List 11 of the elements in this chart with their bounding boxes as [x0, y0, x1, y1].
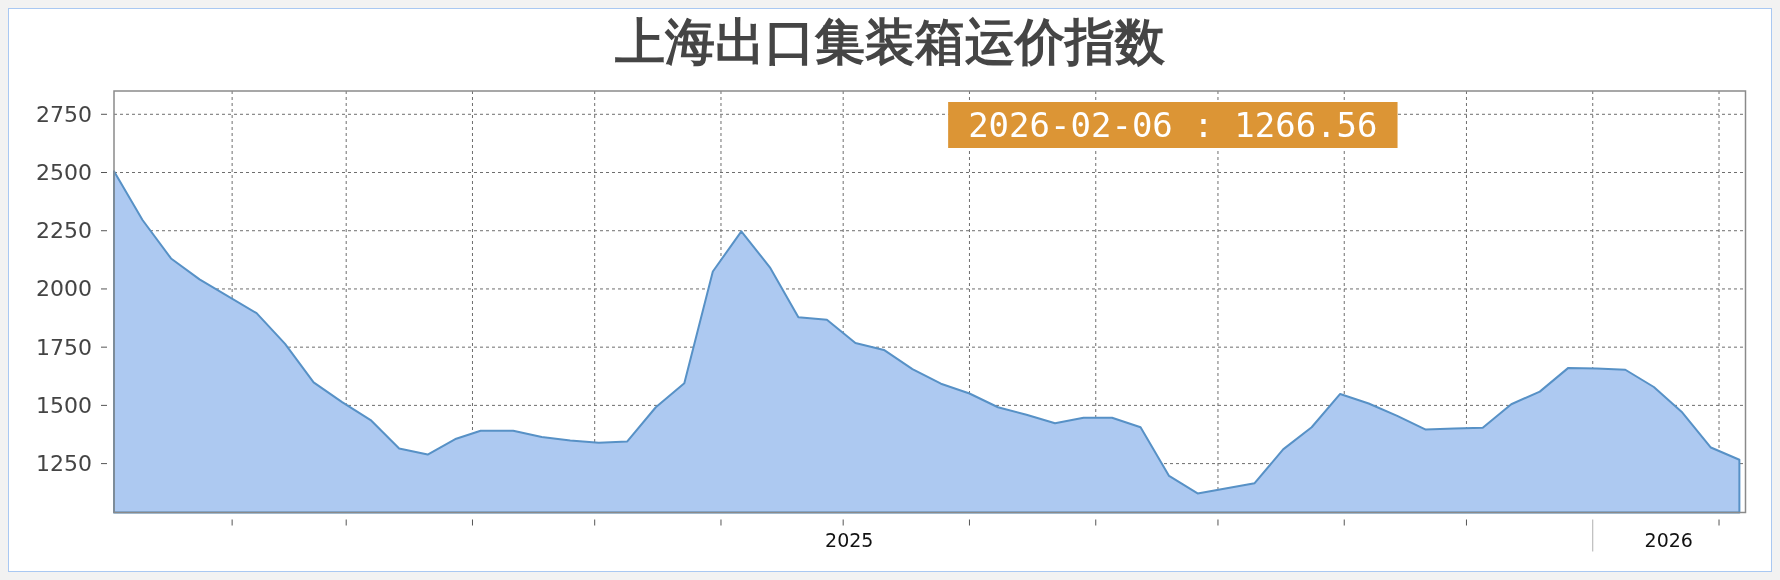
y-tick-label: 2250: [36, 218, 92, 244]
y-tick-label: 1250: [36, 451, 92, 477]
x-tick-label: 2025: [825, 528, 874, 551]
chart-title: 上海出口集装箱运价指数: [614, 13, 1166, 71]
y-tick-label: 2500: [36, 160, 92, 186]
y-tick-label: 1500: [36, 392, 92, 418]
annotation: 2026-02-06 : 1266.56: [968, 105, 1378, 145]
y-tick-label: 2750: [36, 101, 92, 127]
y-tick-label: 2000: [36, 276, 92, 302]
y-tick-label: 1750: [36, 334, 92, 360]
x-tick-label: 2026: [1644, 528, 1693, 551]
